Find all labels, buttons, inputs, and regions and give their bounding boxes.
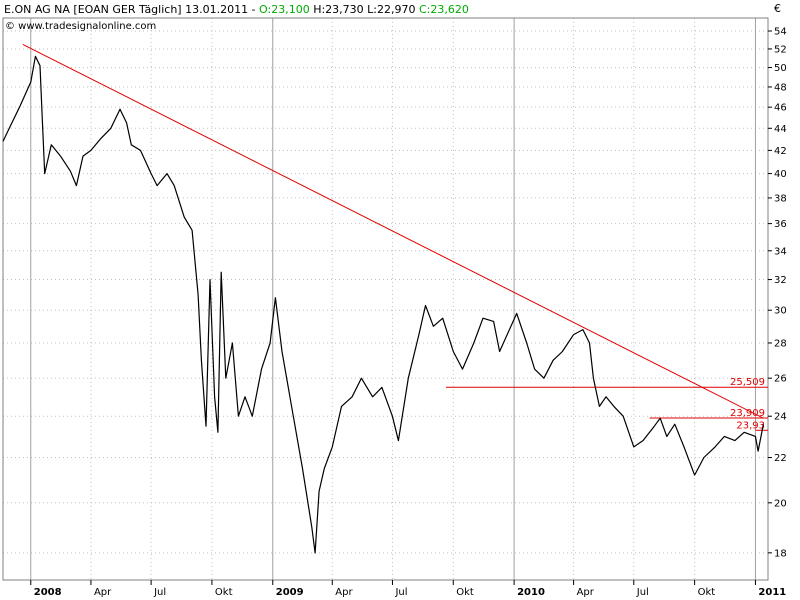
open-value: O:23,100 <box>259 3 310 16</box>
trendline <box>22 43 764 419</box>
low-value: L:22,970 <box>367 3 415 16</box>
x-tick-label: Jul <box>153 587 166 598</box>
level-label: 23,93 <box>736 420 765 431</box>
x-tick-label: Jul <box>394 587 407 598</box>
y-tick-label: 54 <box>774 27 787 38</box>
y-tick-label: 34 <box>774 246 787 257</box>
y-tick-label: 30 <box>774 306 787 317</box>
trendline-layer <box>22 43 764 419</box>
plot-frame <box>2 17 769 581</box>
level-label: 23,909 <box>730 408 765 419</box>
x-tick-label: Apr <box>335 587 353 598</box>
level-label: 25,509 <box>730 377 765 388</box>
x-tick-label: 2011 <box>758 587 786 598</box>
x-tick-label: Okt <box>215 587 233 598</box>
watermark: © www.tradesignalonline.com <box>5 21 156 32</box>
y-tick-label: 52 <box>774 44 787 55</box>
grid <box>3 18 768 580</box>
y-tick-label: 40 <box>774 169 787 180</box>
y-axis: 18 20 22 24 26 28 30 32 34 36 38 40 42 44 46 48 50 52 54 <box>768 27 787 559</box>
y-tick-label: 22 <box>774 453 787 464</box>
x-tick-label: Apr <box>94 587 112 598</box>
x-tick-label: Okt <box>698 587 716 598</box>
x-tick-label: Okt <box>456 587 474 598</box>
y-tick-label: 48 <box>774 82 787 93</box>
y-tick-label: 26 <box>774 374 787 385</box>
price-line <box>2 55 764 554</box>
y-tick-label: 20 <box>774 498 787 509</box>
currency-symbol: € <box>774 2 781 15</box>
y-tick-label: 46 <box>774 103 787 114</box>
x-tick-label: 2009 <box>276 587 304 598</box>
x-tick-label: Apr <box>577 587 595 598</box>
y-tick-label: 42 <box>774 146 787 157</box>
y-tick-label: 38 <box>774 193 787 204</box>
price-layer <box>2 55 764 554</box>
y-tick-label: 50 <box>774 63 787 74</box>
y-tick-label: 28 <box>774 338 787 349</box>
high-value: H:23,730 <box>313 3 363 16</box>
x-tick-label: Jul <box>636 587 649 598</box>
y-tick-label: 44 <box>774 124 787 135</box>
symbol-label: E.ON AG NA [EOAN GER Täglich] 13.01.2011 <box>4 3 248 16</box>
x-tick-label: 2010 <box>517 587 545 598</box>
y-tick-label: 18 <box>774 548 787 559</box>
close-value: C:23,620 <box>419 3 469 16</box>
y-tick-label: 24 <box>774 412 787 423</box>
y-tick-label: 32 <box>774 275 787 286</box>
x-axis: 2008 Apr Jul Okt 2009 Apr Jul Okt 2010 Apr Jul Okt 2… <box>30 580 786 598</box>
y-tick-label: 36 <box>774 219 787 230</box>
x-tick-label: 2008 <box>34 587 62 598</box>
header-line: E.ON AG NA [EOAN GER Täglich] 13.01.2011… <box>4 3 469 16</box>
